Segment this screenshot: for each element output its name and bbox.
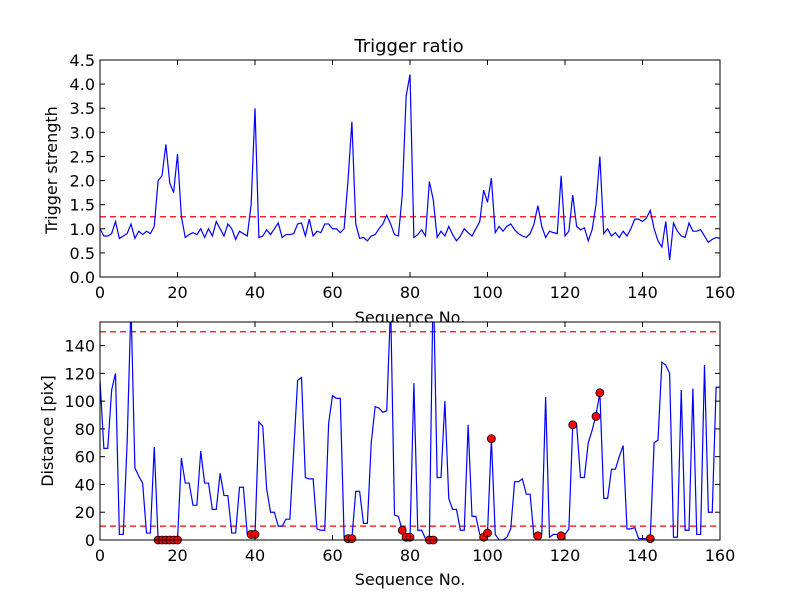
x-ticks: 0 20 40 60 80 100 120 140 160 <box>95 322 735 565</box>
y-tick-label: 3.5 <box>70 99 95 118</box>
x-tick-label: 60 <box>322 546 342 565</box>
y-tick-label: 40 <box>75 475 95 494</box>
x-tick-label: 100 <box>472 546 503 565</box>
y-tick-label: 4.5 <box>70 51 95 70</box>
y-tick-label: 100 <box>64 392 95 411</box>
x-axis-label: Sequence No. <box>355 570 466 589</box>
detection-marker <box>568 420 578 430</box>
trigger-strength-series <box>100 74 720 261</box>
detection-marker <box>595 388 605 398</box>
x-tick-label: 160 <box>705 546 736 565</box>
detection-marker <box>645 534 655 544</box>
y-tick-label: 60 <box>75 448 95 467</box>
trigger-ratio-chart: Trigger ratio 0 20 40 60 80 100 120 140 160 0.00… <box>42 36 735 327</box>
y-tick-label: 4.0 <box>70 75 95 94</box>
x-tick-label: 40 <box>245 283 265 302</box>
plot-area <box>100 322 720 540</box>
y-tick-label: 2.0 <box>70 172 95 191</box>
detection-marker <box>533 531 543 541</box>
x-tick-label: 120 <box>550 546 581 565</box>
x-tick-label: 40 <box>245 546 265 565</box>
y-tick-label: 2.5 <box>70 147 95 166</box>
y-axis-label: Distance [pix] <box>38 375 57 487</box>
y-tick-label: 80 <box>75 420 95 439</box>
x-tick-label: 100 <box>472 283 503 302</box>
x-ticks: 0 20 40 60 80 100 120 140 160 <box>95 60 735 302</box>
y-tick-label: 120 <box>64 364 95 383</box>
detection-marker <box>347 534 357 544</box>
y-tick-label: 0.5 <box>70 244 95 263</box>
detection-marker <box>397 525 407 535</box>
x-tick-label: 20 <box>167 546 187 565</box>
y-tick-label: 0 <box>85 531 95 550</box>
detection-marker <box>486 434 496 444</box>
y-ticks: 0 20 40 60 80 100 120 140 <box>64 337 720 550</box>
x-tick-label: 140 <box>627 283 658 302</box>
y-tick-label: 140 <box>64 337 95 356</box>
x-tick-label: 0 <box>95 546 105 565</box>
series-line <box>100 74 720 261</box>
y-tick-label: 0.0 <box>70 268 95 287</box>
detection-marker <box>556 531 566 541</box>
x-tick-label: 60 <box>322 283 342 302</box>
distance-chart: 0 20 40 60 80 100 120 140 160 0 20 40 60 80 100 120 140… <box>38 321 735 589</box>
x-tick-label: 140 <box>627 546 658 565</box>
x-tick-label: 20 <box>167 283 187 302</box>
detection-marker <box>591 412 601 421</box>
y-tick-label: 20 <box>75 503 95 522</box>
chart-title: Trigger ratio <box>353 36 463 57</box>
y-axis-label: Trigger strength <box>42 106 61 235</box>
y-ticks: 0.0 0.5 1.0 1.5 2.0 2.5 3.0 3.5 4.0 4.5 <box>70 51 720 287</box>
y-tick-label: 3.0 <box>70 123 95 142</box>
x-tick-label: 0 <box>95 283 105 302</box>
x-tick-label: 120 <box>550 283 581 302</box>
x-tick-label: 80 <box>400 546 420 565</box>
y-tick-label: 1.5 <box>70 196 95 215</box>
y-tick-label: 1.0 <box>70 220 95 239</box>
x-tick-label: 160 <box>705 283 736 302</box>
x-tick-label: 80 <box>400 283 420 302</box>
